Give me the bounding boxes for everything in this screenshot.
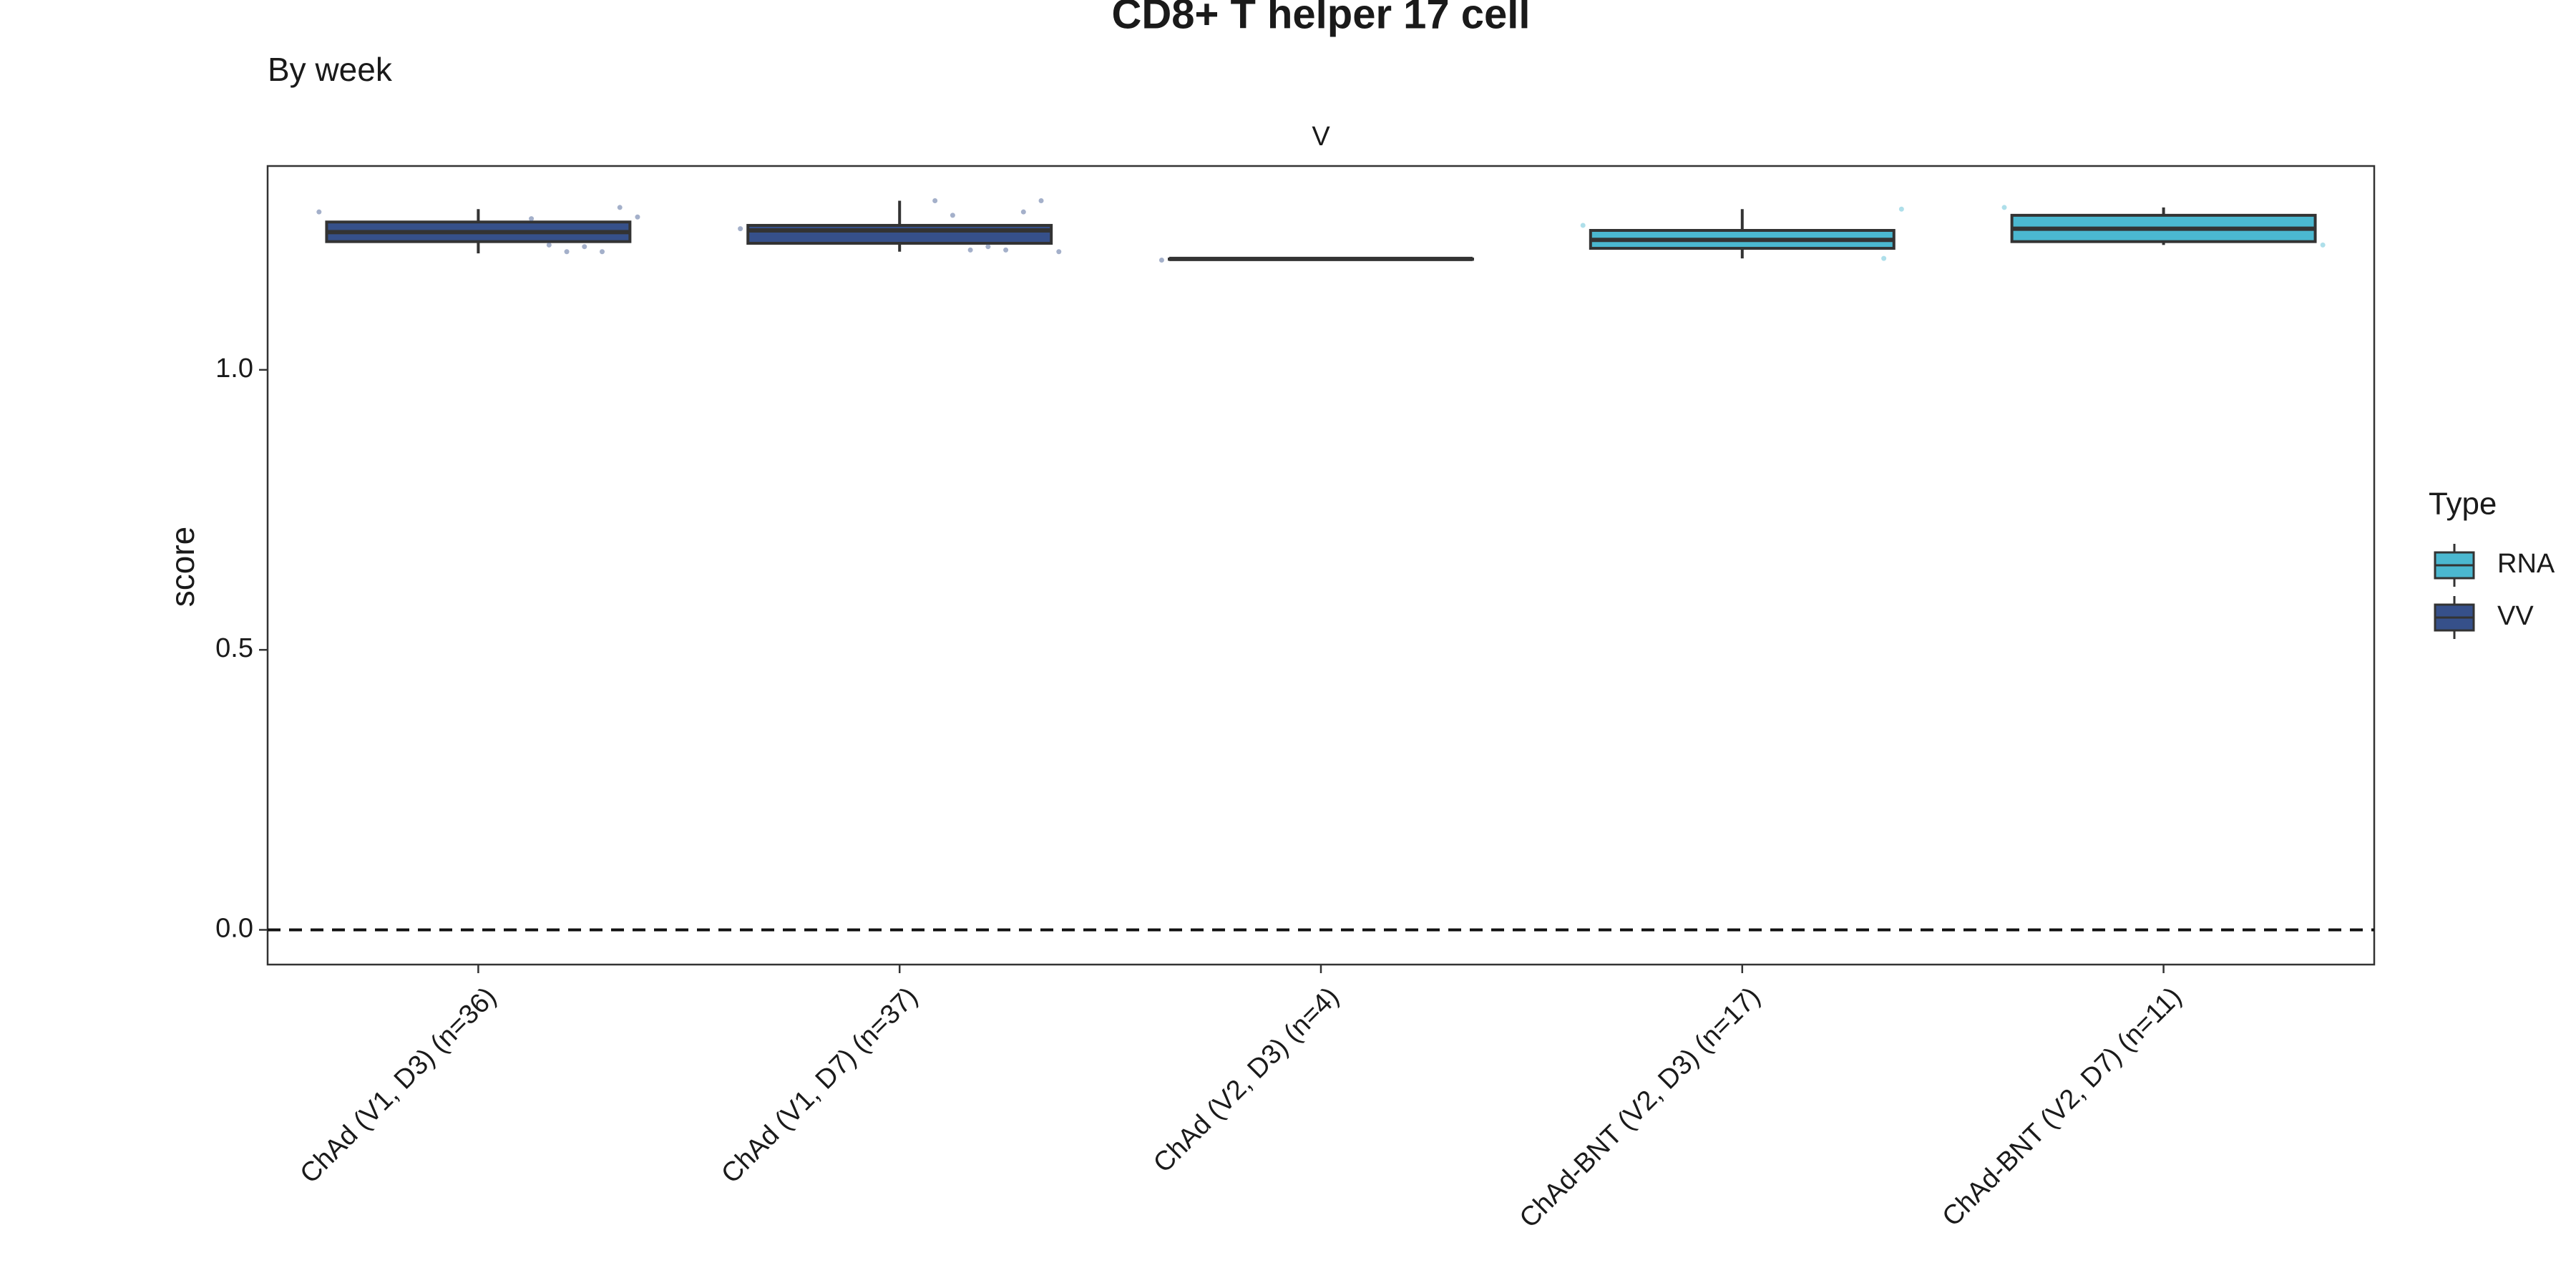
jitter-point (316, 209, 322, 215)
y-axis-label: score (164, 527, 201, 607)
jitter-point (1158, 257, 1164, 263)
jitter-point (2001, 205, 2007, 210)
jitter-point (950, 213, 955, 218)
jitter-point (738, 226, 743, 232)
jitter-point (1056, 249, 1062, 255)
y-tick-label: 0.0 (215, 914, 253, 944)
legend-label: RNA (2497, 549, 2555, 579)
jitter-point (1020, 209, 1026, 215)
jitter-point (546, 242, 552, 248)
jitter-point (1003, 247, 1009, 253)
jitter-point (985, 244, 991, 250)
chart-title: CD8+ T helper 17 cell (1111, 0, 1530, 37)
jitter-point (2320, 242, 2326, 248)
jitter-point (582, 244, 587, 250)
jitter-point (635, 214, 640, 220)
jitter-point (529, 216, 535, 222)
chart-subtitle: By week (268, 51, 393, 88)
jitter-point (1898, 206, 1904, 212)
jitter-point (967, 247, 973, 253)
jitter-point (617, 205, 623, 210)
legend-title: Type (2429, 487, 2497, 522)
jitter-point (932, 198, 938, 204)
jitter-point (564, 249, 570, 255)
jitter-point (1881, 255, 1887, 261)
jitter-point (600, 249, 605, 255)
facet-label: V (1312, 122, 1330, 152)
y-tick-label: 1.0 (215, 353, 253, 384)
box (746, 223, 1053, 245)
jitter-point (1580, 223, 1586, 228)
y-tick-label: 0.5 (215, 633, 253, 663)
legend-label: VV (2497, 601, 2534, 631)
jitter-point (1038, 198, 1044, 204)
